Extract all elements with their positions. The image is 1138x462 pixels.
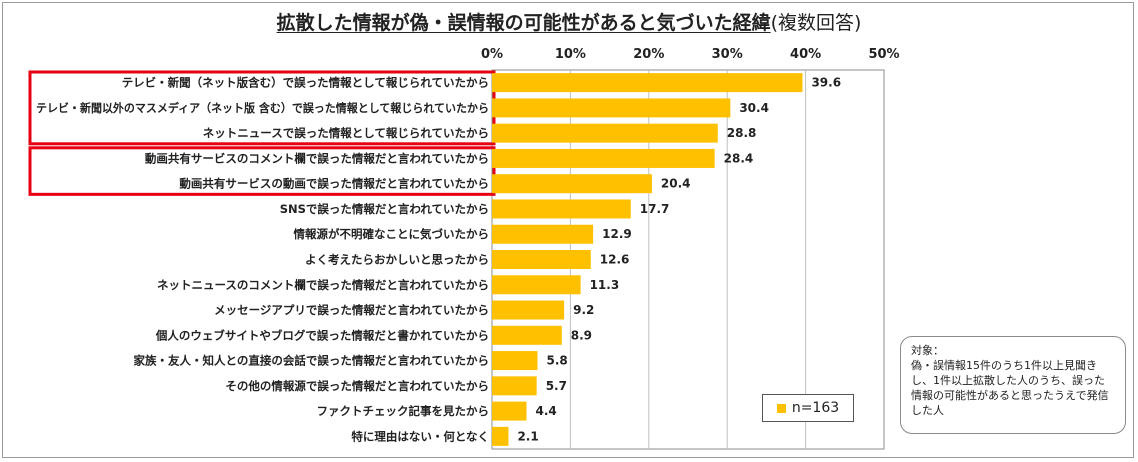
category-label: 特に理由はない・何となく xyxy=(351,429,489,443)
category-label: 情報源が不明確なことに気づいたから xyxy=(293,227,490,241)
chart-title: 拡散した情報が偽・誤情報の可能性があると気づいた経緯(複数回答) xyxy=(0,8,1138,35)
highlight-box xyxy=(28,146,496,196)
legend-label: n=163 xyxy=(791,400,840,416)
note-heading: 対象： xyxy=(911,344,944,357)
x-tick-label: 50% xyxy=(868,47,899,62)
category-label: 動画共有サービスのコメント欄で誤った情報だと言われていたから xyxy=(145,151,489,165)
x-tick-label: 30% xyxy=(712,47,743,62)
data-label: 2.1 xyxy=(517,429,538,443)
data-label: 9.2 xyxy=(573,303,594,317)
category-label: 動画共有サービスの動画で誤った情報だと言われていたから xyxy=(179,177,489,191)
bar xyxy=(492,401,527,421)
bar xyxy=(492,275,581,295)
x-tick-label: 10% xyxy=(555,47,586,62)
category-label: 個人のウェブサイトやブログで誤った情報だと書かれていたから xyxy=(155,328,489,342)
category-label: ネットニュースのコメント欄で誤った情報だと言われていたから xyxy=(157,278,489,292)
bar xyxy=(492,426,509,446)
bar xyxy=(492,325,562,345)
bar xyxy=(492,376,537,396)
data-label: 30.4 xyxy=(739,101,769,115)
bar xyxy=(492,123,718,143)
data-label: 20.4 xyxy=(661,177,691,191)
data-label: 4.4 xyxy=(535,404,556,418)
chart-title-main: 拡散した情報が偽・誤情報の可能性があると気づいた経緯 xyxy=(276,12,771,34)
category-label: メッセージアプリで誤った情報だと言われていたから xyxy=(214,303,489,317)
data-label: 12.6 xyxy=(600,253,630,267)
category-label: 家族・友人・知人との直接の会話で誤った情報だと言われていたから xyxy=(134,354,489,368)
x-tick-label: 0% xyxy=(481,47,503,62)
data-label: 28.4 xyxy=(724,151,754,165)
category-label: SNSで誤った情報だと言われていたから xyxy=(280,202,489,216)
category-label: ネットニュースで誤った情報として報じられていたから xyxy=(203,126,489,140)
x-tick-label: 40% xyxy=(790,47,821,62)
bar xyxy=(492,250,591,269)
category-label: その他の情報源で誤った情報だと言われていたから xyxy=(225,379,489,393)
chart-title-sub: (複数回答) xyxy=(770,12,862,34)
bar xyxy=(492,73,803,93)
bar xyxy=(492,300,565,320)
category-label: よく考えたらおかしいと思ったから xyxy=(305,253,489,267)
data-label: 8.9 xyxy=(571,328,592,342)
category-label: テレビ・新聞（ネット版含む）で誤った情報として報じられていたから xyxy=(122,76,489,90)
legend-swatch xyxy=(776,403,786,413)
bar xyxy=(492,199,631,219)
note-box: 対象： 偽・誤情報15件のうち1件以上見聞きし、1件以上拡散した人のうち、誤った… xyxy=(900,336,1126,434)
bar xyxy=(492,351,538,371)
data-label: 11.3 xyxy=(590,278,620,292)
category-label: ファクトチェック記事を見たから xyxy=(317,404,490,418)
bar xyxy=(492,148,715,168)
legend: n=163 xyxy=(762,394,854,422)
bar xyxy=(492,224,594,244)
bar xyxy=(492,174,652,194)
data-label: 5.7 xyxy=(546,379,567,393)
x-tick-label: 20% xyxy=(633,47,664,62)
bar xyxy=(492,98,731,118)
data-label: 5.8 xyxy=(546,354,567,368)
data-label: 28.8 xyxy=(727,126,757,140)
category-label: テレビ・新聞以外のマスメディア（ネット版 含む）で誤った情報として報じられていた… xyxy=(36,101,489,115)
note-body: 偽・誤情報15件のうち1件以上見聞きし、1件以上拡散した人のうち、誤った情報の可… xyxy=(911,359,1109,417)
data-label: 39.6 xyxy=(811,76,841,90)
data-label: 17.7 xyxy=(640,202,670,216)
data-label: 12.9 xyxy=(602,227,632,241)
